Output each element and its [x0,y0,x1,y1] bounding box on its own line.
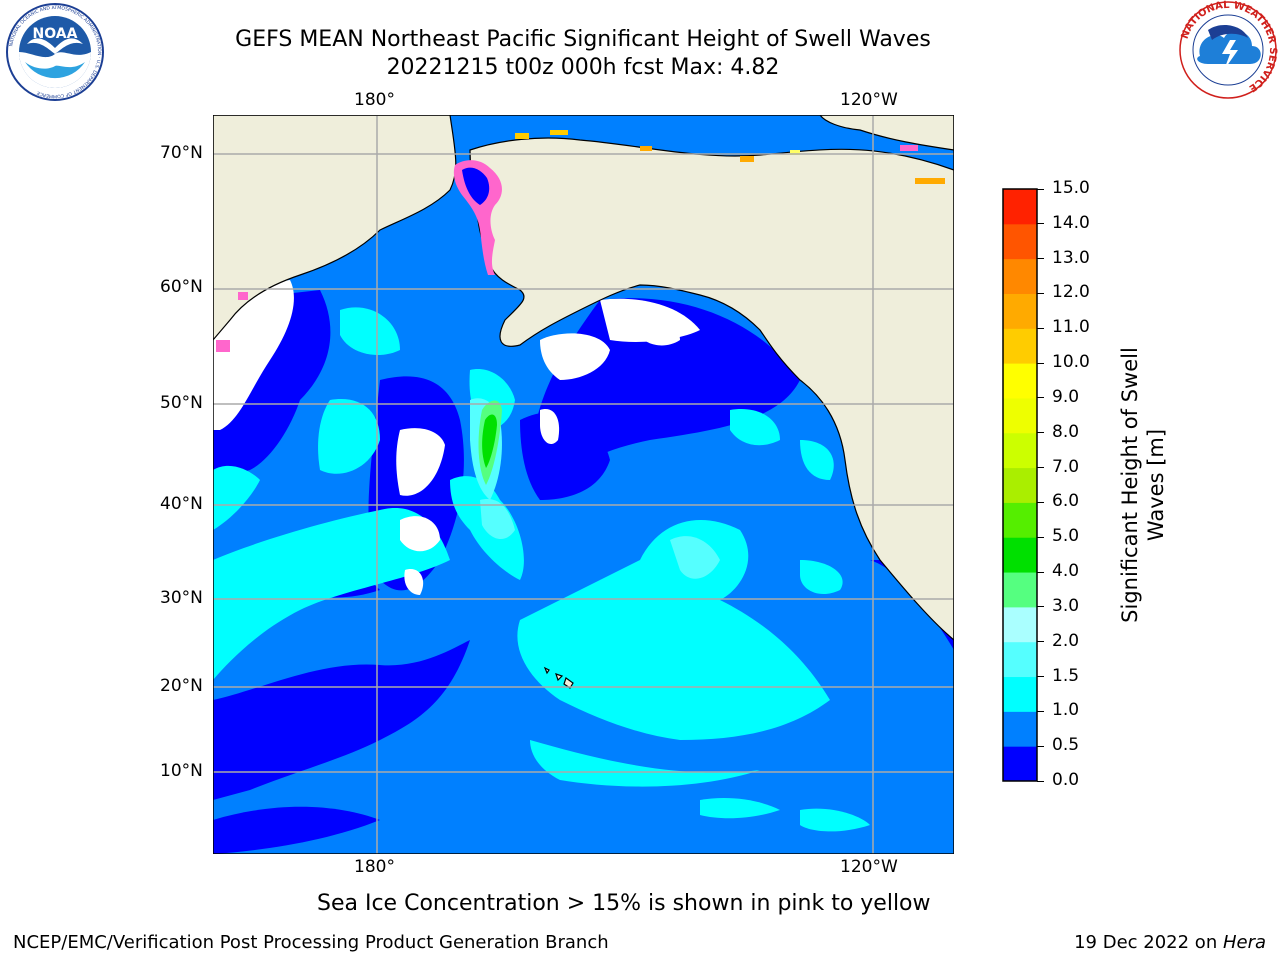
swell-max-streak [478,400,502,485]
colorbar-tick-label: 4.0 [1052,561,1080,582]
colorbar-tick-mark [1037,571,1044,573]
lat-label-10n: 10°N [160,761,203,781]
colorbar-tick-mark [1037,432,1044,434]
noaa-logo-text: NOAA [33,26,78,42]
footer-date: 19 Dec 2022 on Hera [1074,932,1266,953]
colorbar-tick-mark [1037,362,1044,364]
colorbar [1002,188,1038,782]
colorbar-tick-mark [1037,780,1044,782]
footer-credit: NCEP/EMC/Verification Post Processing Pr… [13,932,609,953]
colorbar-tick-label: 3.0 [1052,595,1080,616]
map-subtitle: 20221215 t00z 000h fcst Max: 4.82 [386,55,780,80]
colorbar-cell [1003,328,1037,364]
land-masses [213,115,954,689]
colorbar-tick-label: 1.5 [1052,665,1080,686]
colorbar-cell [1003,293,1037,329]
sea-ice-caption: Sea Ice Concentration > 15% is shown in … [317,891,931,916]
lat-label-30n: 30°N [160,588,203,608]
colorbar-cell [1003,189,1037,225]
colorbar-tick-label: 14.0 [1052,212,1090,233]
colorbar-tick-label: 0.0 [1052,770,1080,790]
lat-label-20n: 20°N [160,676,203,696]
colorbar-tick-label: 0.5 [1052,735,1080,756]
footer-host: Hera [1222,932,1266,953]
graticule [213,115,954,854]
colorbar-tick-label: 7.0 [1052,456,1080,477]
lat-label-60n: 60°N [160,277,203,297]
colorbar-tick-label: 2.0 [1052,630,1080,651]
colorbar-cells [1003,189,1037,782]
no-data-regions [213,280,700,595]
lon-label-top-180: 180° [354,90,395,110]
map-title: GEFS MEAN Northeast Pacific Significant … [235,27,931,52]
colorbar-label: Significant Height of Swell Waves [m] [1118,347,1168,623]
colorbar-tick-mark [1037,327,1044,329]
colorbar-cell [1003,363,1037,399]
colorbar-cell [1003,258,1037,294]
noaa-logo-icon: NOAA NATIONAL OCEANIC AND ATMOSPHERIC AD… [6,3,104,101]
lat-label-50n: 50°N [160,393,203,413]
colorbar-cell [1003,676,1037,712]
colorbar-tick-label: 5.0 [1052,526,1080,547]
colorbar-tick-label: 15.0 [1052,178,1090,198]
colorbar-cell [1003,711,1037,747]
colorbar-tick-mark [1037,606,1044,608]
colorbar-tick-mark [1037,258,1044,260]
lon-label-bottom-180: 180° [354,857,395,877]
colorbar-cell [1003,397,1037,434]
colorbar-cell [1003,606,1037,643]
colorbar-tick-mark [1037,292,1044,294]
colorbar-tick-label: 6.0 [1052,491,1080,512]
sea-ice-regions [216,130,945,352]
colorbar-cell [1003,432,1037,469]
lon-label-top-120w: 120°W [840,90,898,110]
colorbar-tick-label: 10.0 [1052,352,1090,373]
colorbar-cell [1003,641,1037,678]
lon-label-bottom-120w: 120°W [840,857,898,877]
colorbar-cell [1003,572,1037,608]
colorbar-tick-mark [1037,188,1044,190]
colorbar-frame [1002,188,1038,782]
colorbar-tick-label: 12.0 [1052,282,1090,303]
colorbar-tick-mark [1037,676,1044,678]
colorbar-tick-mark [1037,641,1044,643]
colorbar-tick-label: 1.0 [1052,700,1080,721]
colorbar-tick-mark [1037,397,1044,399]
colorbar-tick-label: 9.0 [1052,386,1080,407]
colorbar-tick-mark [1037,467,1044,469]
swell-height-map [213,115,954,854]
colorbar-tick-mark [1037,501,1044,503]
colorbar-tick-mark [1037,710,1044,712]
colorbar-cell [1003,537,1037,573]
colorbar-tick-label: 11.0 [1052,317,1090,338]
swell-mid-regions [213,307,870,832]
footer-date-text: 19 Dec 2022 on [1074,932,1223,953]
colorbar-cell [1003,746,1037,782]
colorbar-cell [1003,223,1037,260]
nws-logo-icon: NATIONAL WEATHER SERVICE [1179,0,1278,99]
colorbar-cell [1003,502,1037,538]
colorbar-tick-mark [1037,536,1044,538]
colorbar-tick-mark [1037,223,1044,225]
colorbar-tick-mark [1037,745,1044,747]
lat-label-40n: 40°N [160,494,203,514]
colorbar-tick-label: 13.0 [1052,247,1090,268]
colorbar-tick-label: 8.0 [1052,421,1080,442]
lat-label-70n: 70°N [160,143,203,163]
colorbar-cell [1003,467,1037,503]
